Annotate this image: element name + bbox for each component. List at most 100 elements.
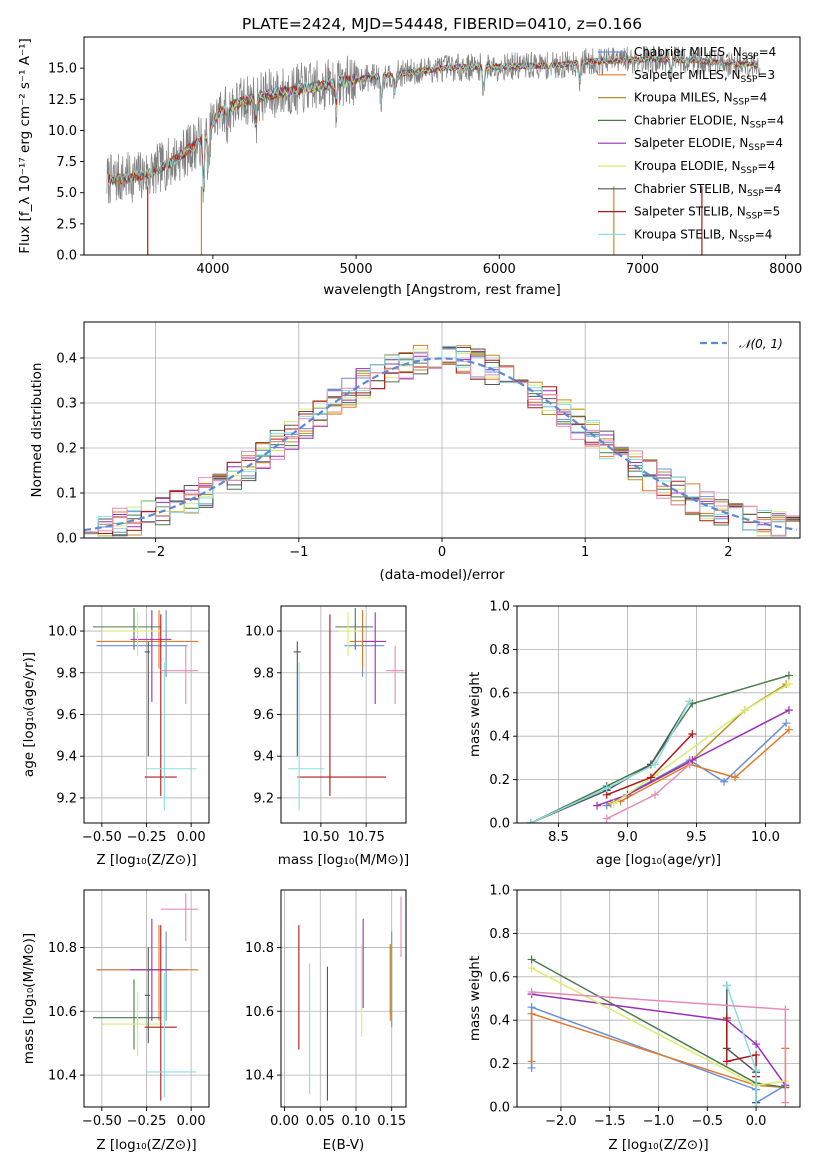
plus-marker (781, 1005, 790, 1014)
y-axis-label: Flux [f_λ 10⁻¹⁷ erg cm⁻² s⁻¹ A⁻¹] (17, 38, 33, 254)
x-tick-label: −1.5 (594, 1114, 626, 1129)
weight-path (620, 729, 790, 802)
x-axis-label: (data-model)/error (379, 567, 505, 583)
x-tick-label: 10.50 (302, 830, 339, 845)
y-tick-label: 9.4 (56, 750, 77, 765)
y-axis-label: age [log₁₀(age/yr)] (21, 652, 37, 777)
legend: Chabrier MILES, NSSP=4 Salpeter MILES, NS… (598, 45, 784, 244)
histogram-kroupa-stelib (84, 345, 800, 537)
errorbar-chabrier-elodie (335, 608, 374, 650)
legend-label: Kroupa ELODIE, NSSP=4 (634, 159, 775, 176)
x-tick-label: 2 (724, 545, 732, 560)
x-tick-label: −1 (289, 545, 308, 560)
x-axis-label: Z [log₁₀(Z/Z⊙)] (608, 1137, 708, 1153)
panel-7: 0.00 0.05 0.10 0.15 10.4 10.6 10.8 E(B-V) (245, 889, 407, 1153)
plot-area (92, 893, 199, 1101)
x-tick-label: −0.25 (127, 1114, 167, 1129)
plus-marker (752, 1040, 761, 1049)
y-tick-label: 0.0 (56, 532, 77, 547)
x-tick-label: −2 (146, 545, 165, 560)
plus-marker (784, 706, 793, 715)
plus-marker (602, 801, 611, 810)
weight-line-salpeter-elodie (593, 706, 793, 810)
x-tick-label: 0.0 (746, 1114, 767, 1129)
y-tick-label: 10.6 (245, 1005, 274, 1020)
x-tick-label: 10.0 (751, 830, 780, 845)
weight-line-chabrier-miles (602, 719, 791, 810)
y-tick-label: 0.3 (56, 397, 77, 412)
y-axis-label: mass weight (467, 956, 483, 1041)
x-axis-label: age [log₁₀(age/yr)] (596, 852, 721, 868)
weight-path (726, 1018, 757, 1077)
axes-frame (516, 605, 801, 824)
y-tick-label: 0.6 (489, 686, 510, 701)
errorbar-chabrier-miles (344, 610, 385, 677)
errorbar-salpeter-elodie (362, 612, 387, 705)
errorbar-kroupa-stelib (288, 662, 325, 811)
weight-line-kroupa-stelib (526, 697, 694, 823)
y-tick-label: 0.4 (489, 730, 510, 745)
y-axis-label: mass weight (467, 672, 483, 757)
weight-line-salpeter-miles (616, 725, 793, 806)
y-tick-label: 10.0 (48, 124, 77, 139)
plus-marker (784, 725, 793, 734)
y-tick-label: 10.4 (48, 1069, 77, 1084)
y-tick-label: 5.0 (56, 186, 77, 201)
y-tick-label: 9.4 (253, 750, 274, 765)
x-tick-label: 7000 (626, 262, 659, 277)
y-axis-label: Normed distribution (29, 363, 45, 498)
legend-label: Kroupa STELIB, NSSP=4 (634, 227, 772, 244)
plus-marker (722, 1057, 731, 1066)
y-tick-label: 0.4 (56, 352, 77, 367)
plus-marker (609, 799, 618, 808)
y-axis-label: mass [log₁₀(M/M⊙)] (21, 933, 37, 1064)
y-tick-label: 10.0 (245, 625, 274, 640)
errorbar-pink (160, 645, 199, 705)
x-tick-label: 0.00 (177, 1114, 206, 1129)
y-tick-label: 12.5 (48, 93, 77, 108)
errorbar-pink (160, 893, 199, 942)
legend: 𝒩(0, 1) (700, 337, 783, 351)
x-tick-label: −0.50 (82, 830, 122, 845)
plus-marker (527, 987, 536, 996)
x-tick-label: −0.50 (82, 1114, 122, 1129)
plus-marker (593, 801, 602, 810)
weight-path (606, 722, 787, 807)
chart-title: PLATE=2424, MJD=54448, FIBERID=0410, z=0… (242, 15, 642, 33)
axes-frame (280, 889, 407, 1108)
axes-frame (83, 36, 801, 256)
plus-marker (722, 981, 731, 990)
plus-marker (602, 814, 611, 823)
weight-line-kroupa-stelib (722, 981, 761, 1107)
panel-6: −0.50 −0.25 0.00 10.4 10.6 10.8 Z [log₁₀(Z/Z⊙)… (21, 889, 210, 1153)
gaussian-curve (84, 357, 798, 532)
plot-area (288, 608, 405, 811)
legend-label: Chabrier ELODIE, NSSP=4 (634, 113, 784, 130)
plus-marker (651, 760, 660, 769)
plus-marker (752, 1103, 761, 1107)
panel-3: −0.50 −0.25 0.00 9.2 9.4 9.6 9.8 10.0 Z [log₁₀(Z… (21, 605, 210, 868)
x-tick-label: 8000 (769, 262, 802, 277)
plus-marker (720, 777, 729, 786)
plus-marker (527, 955, 536, 964)
x-tick-label: 9.0 (617, 830, 638, 845)
x-tick-label: 0 (438, 545, 446, 560)
weight-line-pink (527, 987, 790, 1107)
legend-label: Kroupa MILES, NSSP=4 (634, 91, 767, 108)
x-tick-label: 8.5 (548, 830, 569, 845)
errorbar-salpeter-miles (96, 925, 199, 1021)
x-tick-label: −0.25 (127, 830, 167, 845)
weight-line-pink (602, 760, 694, 823)
plot-area (92, 608, 199, 811)
y-tick-label: 10.4 (245, 1069, 274, 1084)
errorbar-kroupa-elodie (101, 992, 163, 1056)
errorbar-chabrier-miles (96, 931, 188, 1021)
legend-label: 𝒩(0, 1) (739, 337, 783, 351)
errorbar-pink (386, 645, 405, 705)
errorbar-chabrier-stelib (293, 641, 301, 757)
y-tick-label: 1.0 (489, 884, 510, 899)
x-tick-label: 1 (581, 545, 589, 560)
x-tick-label: 6000 (483, 262, 516, 277)
plot-area (526, 671, 793, 823)
